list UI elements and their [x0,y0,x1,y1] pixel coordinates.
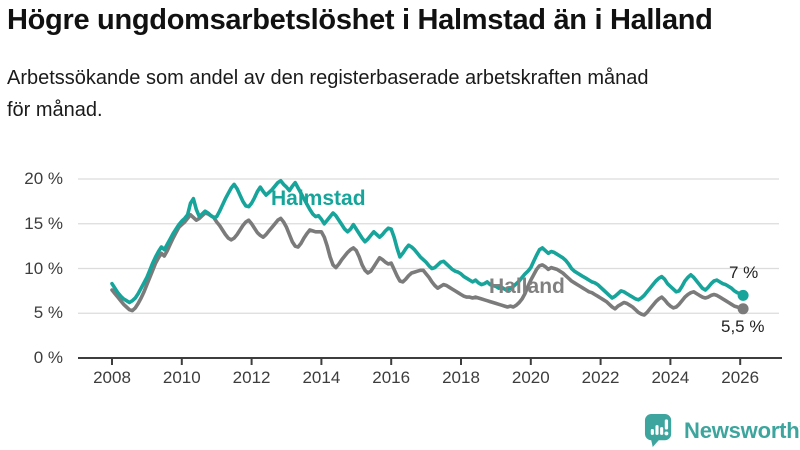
y-axis-label: 15 % [24,213,63,233]
series-line-halmstad [110,179,745,305]
chart-subtitle: Arbetssökande som andel av den registerb… [7,67,649,121]
x-axis-label: 2020 [511,368,550,387]
series-end-dot-halland [737,303,749,315]
series-label-halmstad: Halmstad [271,187,366,210]
series-label-halland: Halland [489,275,565,298]
y-axis-label: 0 % [33,348,63,367]
y-axis-label: 20 % [24,169,63,188]
x-axis-label: 2022 [581,368,620,387]
brand-footer: Newsworthy [644,413,800,448]
halmstad-end-value-label: 7 % [729,263,759,282]
x-axis-label: 2012 [232,368,271,387]
x-axis-label: 2016 [372,368,411,387]
x-axis-label: 2026 [721,368,760,387]
series-end-dot-halmstad [737,289,749,301]
brand-name: Newsworthy [684,417,800,443]
x-axis-label: 2018 [442,368,480,387]
newsworthy-logo-icon [644,414,672,447]
y-axis-label: 5 % [33,303,63,323]
x-axis-label: 2008 [93,368,131,387]
page-title: Högre ungdomsarbetslöshet i Halmstad än … [7,4,713,36]
series-line-halland [110,211,745,317]
halland-end-value-label: 5,5 % [721,317,765,336]
y-axis-label: 10 % [24,258,63,278]
x-axis-label: 2010 [162,368,201,387]
x-axis-label: 2014 [302,368,341,387]
x-axis-label: 2024 [651,368,690,387]
